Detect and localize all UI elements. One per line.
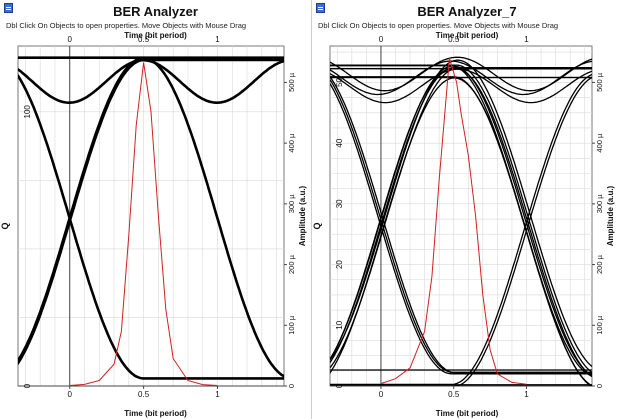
y2-tick-label: 400 µ [595, 133, 604, 153]
y2-tick-label: 400 µ [287, 133, 296, 153]
eye-trace [330, 68, 592, 361]
y-tick-label: 0 [335, 383, 344, 388]
eye-trace [330, 65, 592, 377]
x-tick-label-bottom: 1 [215, 390, 220, 399]
eye-diagram-plot[interactable]: 0 0 0.5 0.5 1 1 0 100 Q 0 100 µ 200 µ 300 µ 400 µ 500 … [0, 0, 311, 419]
plot-area [329, 45, 593, 387]
eye-trace [330, 82, 592, 375]
y2-tick-label: 0 [287, 384, 296, 388]
window-icon[interactable] [4, 3, 13, 13]
y2-axis-label: Amplitude (a.u.) [298, 185, 307, 246]
panel-divider [311, 0, 312, 419]
x-tick-label-bottom: 0 [67, 390, 72, 399]
y2-tick-label: 100 µ [287, 315, 296, 335]
y2-tick-label: 300 µ [287, 194, 296, 214]
window-icon[interactable] [316, 3, 325, 13]
x-axis-title-bottom: Time (bit period) [124, 409, 187, 418]
eye-traces [18, 56, 284, 386]
y-tick-label: 0 [23, 383, 32, 388]
y2-axis-label: Amplitude (a.u.) [606, 185, 615, 246]
eye-trace [18, 58, 284, 104]
eye-trace [330, 76, 592, 386]
y2-tick-label: 300 µ [595, 194, 604, 214]
x-tick-label-top: 0 [67, 35, 72, 44]
y2-tick-label: 200 µ [595, 254, 604, 274]
eye-trace [18, 73, 284, 380]
y-tick-label: 40 [335, 138, 344, 147]
x-tick-label-bottom: 1 [524, 390, 529, 399]
ber-analyzer-7-window: BER Analyzer_7 Dbl Click On Objects to o… [312, 0, 622, 419]
eye-trace [330, 78, 592, 373]
y-tick-label: 10 [335, 320, 344, 329]
window-title: BER Analyzer [113, 4, 198, 19]
y2-tick-label: 100 µ [595, 315, 604, 335]
x-axis-title-top: Time (bit period) [435, 31, 499, 40]
x-tick-label-bottom: 0.5 [138, 390, 150, 399]
x-tick-label-top: 1 [215, 35, 220, 44]
x-tick-label-bottom: 0 [379, 390, 384, 399]
eye-trace [330, 59, 592, 368]
q-factor-curve [69, 62, 218, 386]
eye-traces [330, 56, 592, 386]
x-tick-label-bottom: 0.5 [448, 390, 460, 399]
x-tick-label-top: 0 [379, 35, 384, 44]
eye-trace [330, 60, 592, 96]
y2-tick-label: 500 µ [595, 72, 604, 92]
x-tick-label-top: 0.5 [138, 35, 150, 44]
y-tick-label: 30 [335, 199, 344, 208]
instruction-hint: Dbl Click On Objects to open properties.… [6, 21, 247, 30]
x-tick-label-top: 0.5 [448, 35, 460, 44]
instruction-hint: Dbl Click On Objects to open properties.… [318, 21, 559, 30]
y-tick-label: 100 [23, 105, 32, 119]
eye-trace [330, 73, 592, 386]
y2-tick-label: 500 µ [287, 72, 296, 92]
y2-tick-label: 200 µ [287, 254, 296, 274]
eye-trace [18, 58, 284, 366]
y-axis-label-q: Q [0, 222, 10, 229]
ber-analyzer-window: BER Analyzer Dbl Click On Objects to ope… [0, 0, 311, 419]
q-factor-curve [380, 57, 527, 385]
y2-tick-label: 0 [595, 384, 604, 388]
y-axis-label-q: Q [312, 222, 322, 229]
x-tick-label-top: 1 [524, 35, 529, 44]
x-axis-title-bottom: Time (bit period) [435, 409, 499, 418]
x-axis-title-top: Time (bit period) [124, 31, 187, 40]
plot-area [17, 45, 285, 387]
window-title: BER Analyzer_7 [417, 4, 517, 19]
y-tick-label: 50 [335, 77, 344, 86]
y-tick-label: 20 [335, 260, 344, 269]
eye-trace [330, 56, 592, 92]
